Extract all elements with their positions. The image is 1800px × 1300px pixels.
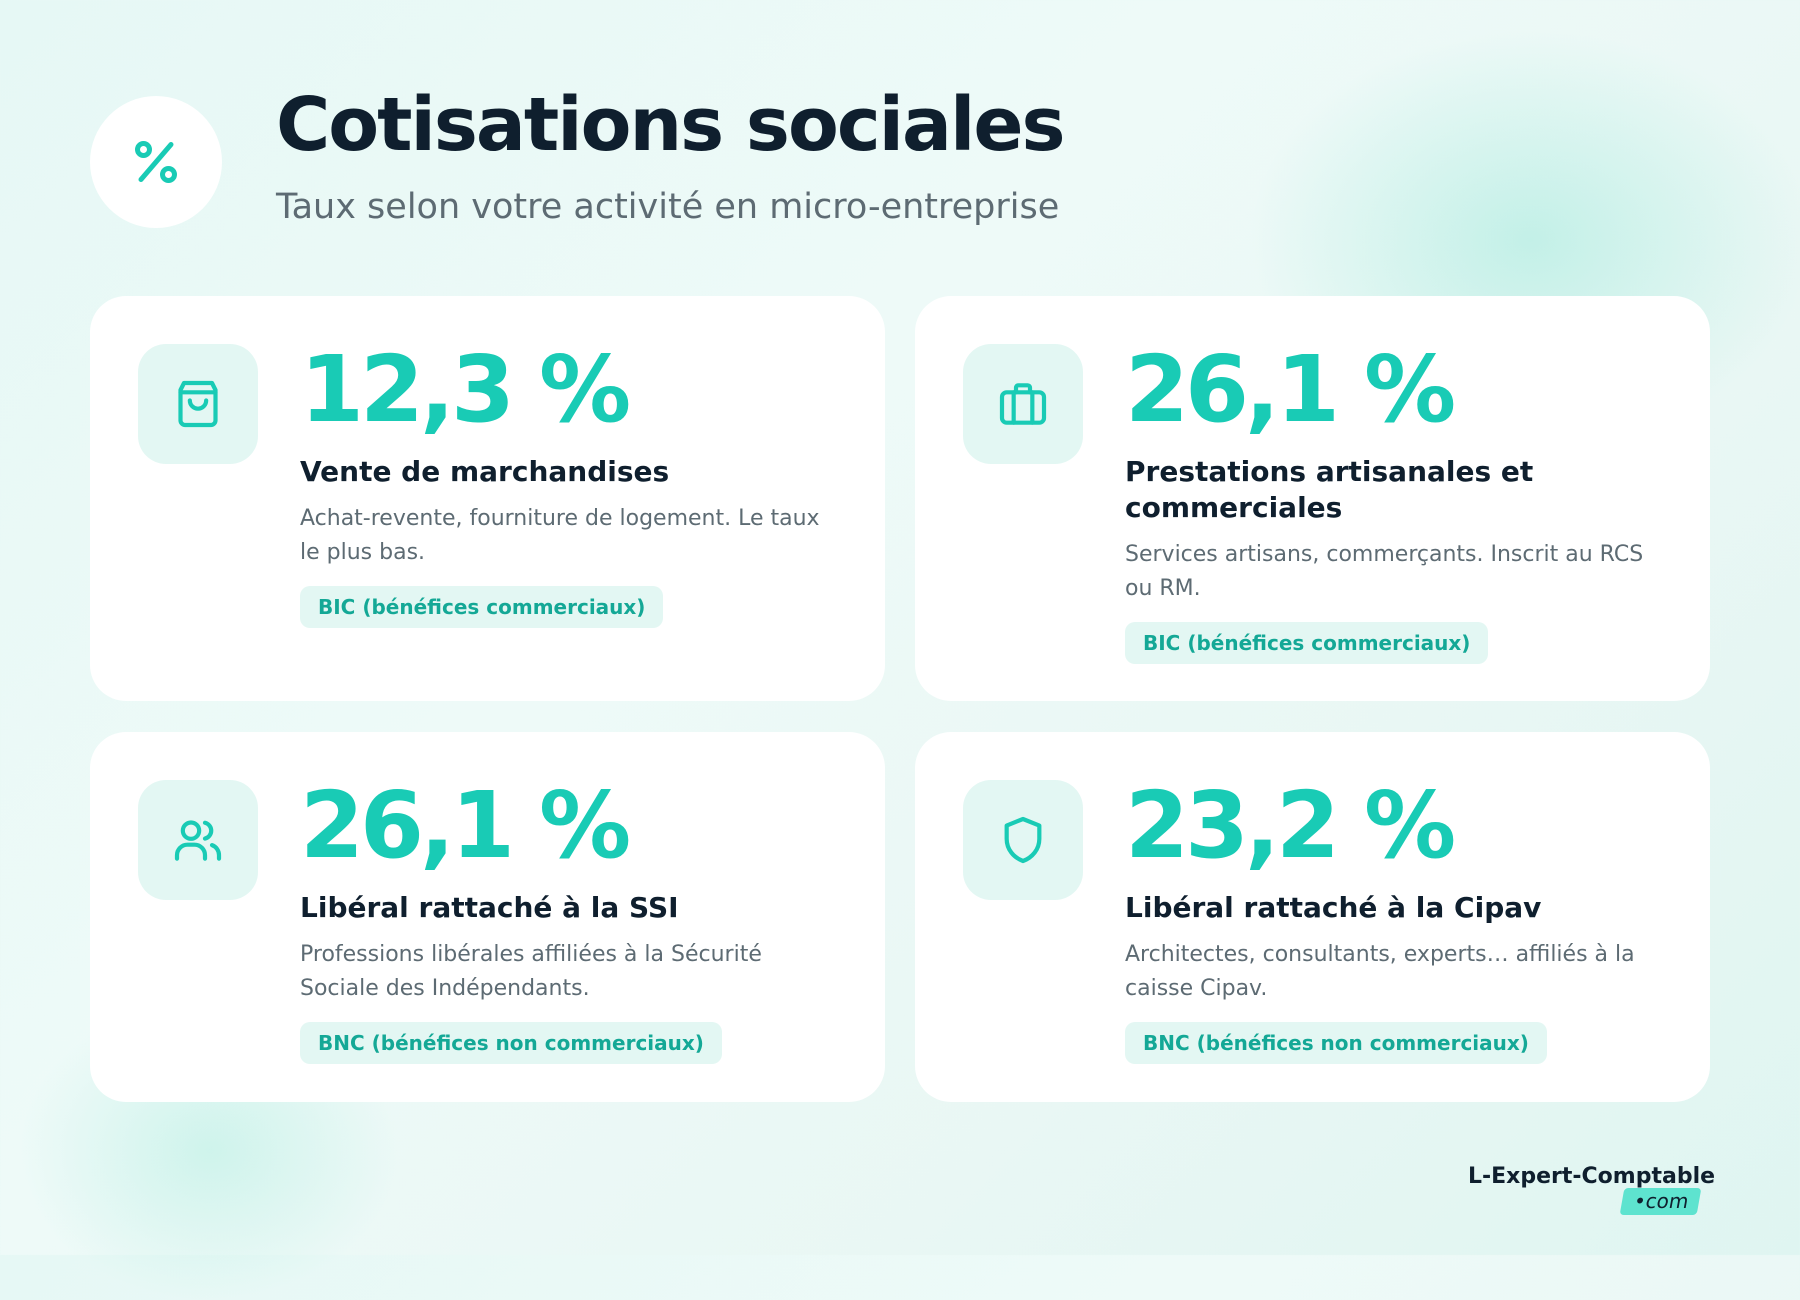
rate-value: 23,2 % <box>1125 772 1456 879</box>
card-description: Architectes, consultants, experts… affil… <box>1125 942 1635 1001</box>
briefcase-icon <box>999 383 1047 425</box>
shopping-bag-icon <box>178 380 218 428</box>
card-icon-tile <box>963 344 1083 464</box>
brand-tld: •com <box>1619 1188 1701 1215</box>
tax-category-badge: BNC (bénéfices non commerciaux) <box>1125 1022 1547 1064</box>
card-icon-tile <box>138 780 258 900</box>
card-description: Achat-revente, fourniture de logement. L… <box>300 506 820 565</box>
card-title: Libéral rattaché à la Cipav <box>1125 891 1542 924</box>
card-body: 26,1 % Libéral rattaché à la SSI Profess… <box>300 780 840 1064</box>
page-subtitle: Taux selon votre activité en micro-entre… <box>276 187 1060 227</box>
card-description: Professions libérales affiliées à la Séc… <box>300 942 762 1001</box>
users-icon <box>174 820 222 861</box>
header-icon-badge <box>90 96 222 228</box>
card-title: Libéral rattaché à la SSI <box>300 891 679 924</box>
shield-icon <box>1004 816 1042 864</box>
card-body: 23,2 % Libéral rattaché à la Cipav Archi… <box>1125 780 1665 1064</box>
percent-icon <box>134 140 178 184</box>
brand-name: L-Expert-Comptable <box>1468 1164 1716 1189</box>
card-icon-tile <box>963 780 1083 900</box>
rate-value: 12,3 % <box>300 336 631 443</box>
tax-category-badge: BIC (bénéfices commerciaux) <box>300 586 664 628</box>
card-body: 26,1 % Prestations artisanales et commer… <box>1125 344 1665 664</box>
card-title: Prestations artisanales et commerciales <box>1125 455 1534 524</box>
rate-card-vente: 12,3 % Vente de marchandises Achat-reven… <box>90 296 885 701</box>
rate-value: 26,1 % <box>1125 336 1456 443</box>
card-description: Services artisans, commerçants. Inscrit … <box>1125 542 1644 601</box>
card-icon-tile <box>138 344 258 464</box>
page-title: Cotisations sociales <box>276 82 1066 168</box>
card-body: 12,3 % Vente de marchandises Achat-reven… <box>300 344 840 628</box>
tax-category-badge: BIC (bénéfices commerciaux) <box>1125 622 1489 664</box>
card-title: Vente de marchandises <box>300 455 670 488</box>
rate-card-cipav: 23,2 % Libéral rattaché à la Cipav Archi… <box>915 732 1710 1102</box>
tax-category-badge: BNC (bénéfices non commerciaux) <box>300 1022 722 1064</box>
rate-card-ssi: 26,1 % Libéral rattaché à la SSI Profess… <box>90 732 885 1102</box>
rate-value: 26,1 % <box>300 772 631 879</box>
rate-card-prestations: 26,1 % Prestations artisanales et commer… <box>915 296 1710 701</box>
